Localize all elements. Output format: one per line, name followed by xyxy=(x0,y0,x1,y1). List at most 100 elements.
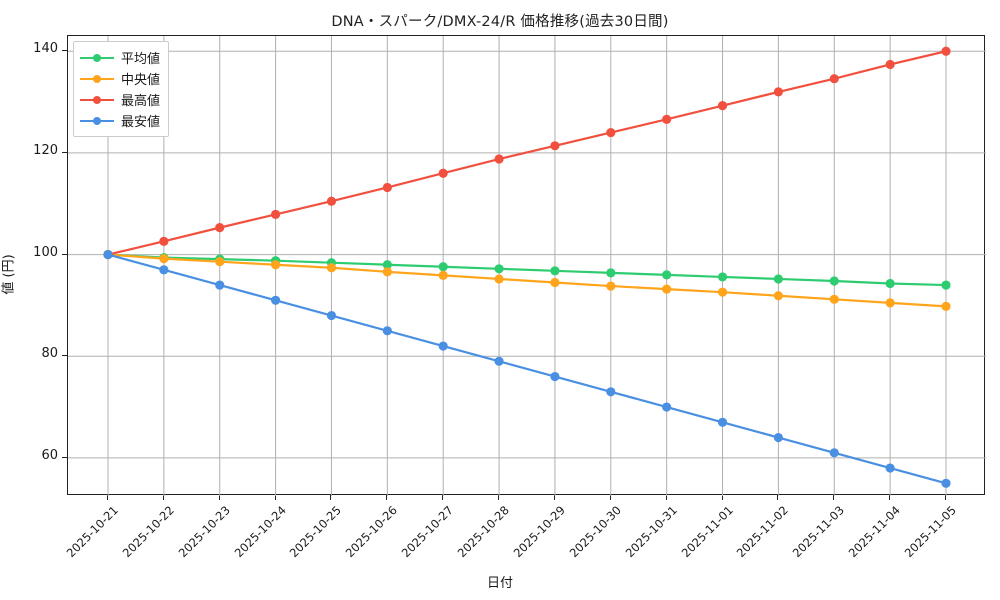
y-tick-label: 140 xyxy=(33,41,58,57)
y-tick-label: 80 xyxy=(41,346,58,362)
data-point xyxy=(941,46,951,56)
legend-label: 中央値 xyxy=(121,73,161,88)
x-tick-label: 2025-10-25 xyxy=(287,503,345,561)
legend-item-2[interactable]: 最高値 xyxy=(80,89,160,110)
data-point xyxy=(773,87,784,97)
data-point xyxy=(606,281,616,291)
data-point xyxy=(438,168,448,178)
y-tick-label: 100 xyxy=(33,244,58,260)
data-point xyxy=(382,260,392,270)
legend-label: 最安値 xyxy=(121,115,161,130)
data-point xyxy=(717,272,728,282)
data-point xyxy=(829,74,839,84)
data-point xyxy=(662,284,672,294)
y-tick-mark xyxy=(62,355,67,357)
data-point xyxy=(717,101,728,111)
data-point xyxy=(494,154,504,164)
plot-svg xyxy=(68,36,986,496)
x-tick-label: 2025-11-03 xyxy=(789,503,848,561)
series-3 xyxy=(103,249,951,488)
data-point xyxy=(271,295,281,305)
x-tick-mark xyxy=(218,495,220,500)
data-point xyxy=(885,463,895,473)
data-point xyxy=(326,310,337,321)
x-tick-mark xyxy=(833,495,835,500)
data-point xyxy=(438,341,448,351)
data-point xyxy=(494,264,504,274)
series-line xyxy=(106,50,948,256)
data-point xyxy=(438,262,448,272)
x-tick-label: 2025-10-24 xyxy=(231,503,289,561)
data-point xyxy=(215,257,225,267)
data-point xyxy=(382,326,392,336)
data-point xyxy=(829,276,839,286)
series-line xyxy=(106,253,948,308)
x-tick-label: 2025-10-23 xyxy=(175,503,233,561)
plot-area xyxy=(67,35,986,496)
data-point xyxy=(159,265,169,275)
data-point xyxy=(215,223,225,233)
data-point xyxy=(885,298,895,308)
series-line xyxy=(106,253,948,287)
legend-swatch-icon xyxy=(80,114,114,128)
y-tick-mark xyxy=(62,50,67,52)
data-point xyxy=(941,280,951,290)
y-tick-label: 60 xyxy=(41,447,58,463)
y-tick-mark xyxy=(62,151,67,153)
legend-item-3[interactable]: 最安値 xyxy=(80,110,160,131)
x-tick-label: 2025-11-04 xyxy=(845,503,904,561)
data-point xyxy=(606,127,616,138)
data-point xyxy=(494,274,504,284)
data-point xyxy=(773,291,784,301)
x-tick-mark xyxy=(274,495,276,500)
data-point xyxy=(550,277,560,288)
chart-legend: 平均値中央値最高値最安値 xyxy=(73,41,170,137)
chart-title: DNA・スパーク/DMX-24/R 価格推移(過去30日間) xyxy=(331,14,669,30)
data-point xyxy=(550,141,560,151)
x-tick-mark xyxy=(442,495,444,500)
data-point xyxy=(606,387,616,397)
legend-label: 最高値 xyxy=(121,94,161,109)
x-tick-mark xyxy=(777,495,779,500)
data-point xyxy=(885,59,895,70)
data-point xyxy=(550,266,560,276)
data-point xyxy=(326,196,337,206)
y-tick-mark xyxy=(62,456,67,458)
data-point xyxy=(829,294,839,304)
x-tick-mark xyxy=(665,495,667,500)
x-tick-label: 2025-10-28 xyxy=(454,503,512,561)
x-tick-label: 2025-10-22 xyxy=(119,503,177,561)
x-tick-mark xyxy=(498,495,500,500)
x-tick-mark xyxy=(945,495,946,500)
legend-swatch-icon xyxy=(80,72,114,86)
data-point xyxy=(494,356,504,366)
data-point xyxy=(773,274,784,284)
y-tick-mark xyxy=(62,253,67,255)
legend-item-1[interactable]: 中央値 xyxy=(80,68,160,89)
x-tick-label: 2025-10-29 xyxy=(510,503,568,561)
x-tick-label: 2025-10-26 xyxy=(343,503,401,561)
legend-swatch-icon xyxy=(80,51,114,65)
x-axis-label: 日付 xyxy=(486,576,513,591)
legend-label: 平均値 xyxy=(121,52,161,67)
data-point xyxy=(606,268,616,278)
y-axis-tick-labels: 60 80 100 120 140 xyxy=(0,0,58,600)
x-tick-label: 2025-10-30 xyxy=(566,503,624,561)
data-point xyxy=(215,280,225,290)
data-point xyxy=(159,236,169,246)
data-point xyxy=(829,448,839,458)
data-point xyxy=(271,209,281,220)
data-point xyxy=(717,287,728,297)
data-point xyxy=(271,260,281,270)
x-tick-mark xyxy=(386,495,388,500)
x-tick-mark xyxy=(721,495,723,500)
data-point xyxy=(662,270,672,280)
x-tick-mark xyxy=(162,495,164,500)
data-point xyxy=(773,432,784,443)
legend-item-0[interactable]: 平均値 xyxy=(80,47,160,68)
x-tick-label: 2025-11-01 xyxy=(678,503,736,561)
data-point xyxy=(662,402,672,412)
x-tick-label: 2025-11-05 xyxy=(901,503,959,561)
x-tick-mark xyxy=(889,495,891,500)
